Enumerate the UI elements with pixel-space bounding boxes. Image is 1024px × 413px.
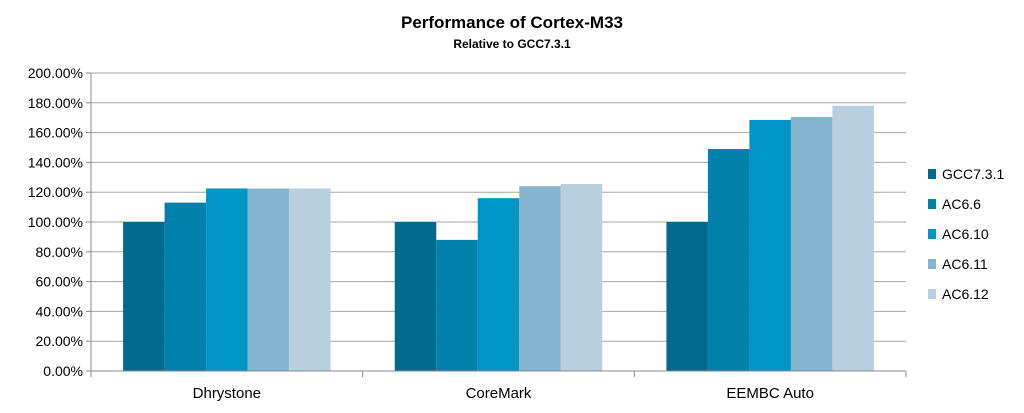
y-tick-label: 200.00% — [28, 65, 83, 81]
bar-ac6-11-coremark — [519, 186, 561, 371]
y-tick-label: 160.00% — [28, 125, 83, 141]
y-tick-label: 120.00% — [28, 184, 83, 200]
y-tick-label: 60.00% — [36, 274, 83, 290]
bar-ac6-6-dhrystone — [164, 202, 207, 371]
y-tick-label: 0.00% — [43, 363, 83, 379]
x-category-label: CoreMark — [466, 385, 532, 402]
legend-swatch — [928, 289, 936, 299]
bar-ac6-12-dhrystone — [289, 188, 331, 371]
bar-ac6-12-eembc-auto — [832, 105, 874, 371]
legend-label: AC6.10 — [942, 226, 989, 242]
bar-ac6-11-dhrystone — [247, 188, 290, 371]
y-axis-tick-labels: 0.00% 20.00% 40.00% 60.00% 80.00% 100.00% 120.… — [28, 65, 83, 379]
bar-ac6-10-eembc-auto — [749, 119, 791, 371]
x-axis-category-labels: Dhrystone CoreMark EEMBC Auto — [193, 385, 814, 402]
bar-ac6-6-coremark — [436, 239, 478, 371]
chart-subtitle: Relative to GCC7.3.1 — [453, 37, 571, 51]
legend-swatch — [928, 199, 936, 209]
legend-swatch — [928, 259, 936, 269]
bar-gcc7-3-1-eembc-auto — [666, 222, 708, 371]
x-category-label: Dhrystone — [193, 385, 261, 402]
y-tick-label: 40.00% — [36, 303, 83, 319]
chart-title: Performance of Cortex-M33 — [401, 13, 623, 32]
y-tick-label: 180.00% — [28, 95, 83, 111]
legend-swatch — [928, 229, 936, 239]
bars — [123, 105, 874, 371]
legend-label: AC6.11 — [942, 256, 988, 272]
y-tick-label: 100.00% — [28, 214, 83, 230]
y-tick-label: 20.00% — [36, 333, 83, 349]
bar-ac6-11-eembc-auto — [790, 116, 833, 371]
x-category-label: EEMBC Auto — [726, 385, 814, 402]
bar-gcc7-3-1-coremark — [394, 222, 437, 371]
bar-gcc7-3-1-dhrystone — [123, 222, 165, 371]
legend-swatch — [928, 169, 936, 179]
y-tick-label: 80.00% — [36, 244, 83, 260]
bar-ac6-12-coremark — [560, 184, 603, 371]
bar-ac6-10-coremark — [477, 198, 520, 371]
bar-ac6-6-eembc-auto — [707, 148, 750, 371]
legend-label: AC6.6 — [942, 196, 981, 212]
y-tick-label: 140.00% — [28, 154, 83, 170]
legend-label: GCC7.3.1 — [942, 166, 1004, 182]
legend: GCC7.3.1 AC6.6 AC6.10 AC6.11 AC6.12 — [928, 166, 1004, 302]
legend-label: AC6.12 — [942, 286, 989, 302]
bar-ac6-10-dhrystone — [206, 188, 248, 371]
axes — [90, 73, 907, 377]
